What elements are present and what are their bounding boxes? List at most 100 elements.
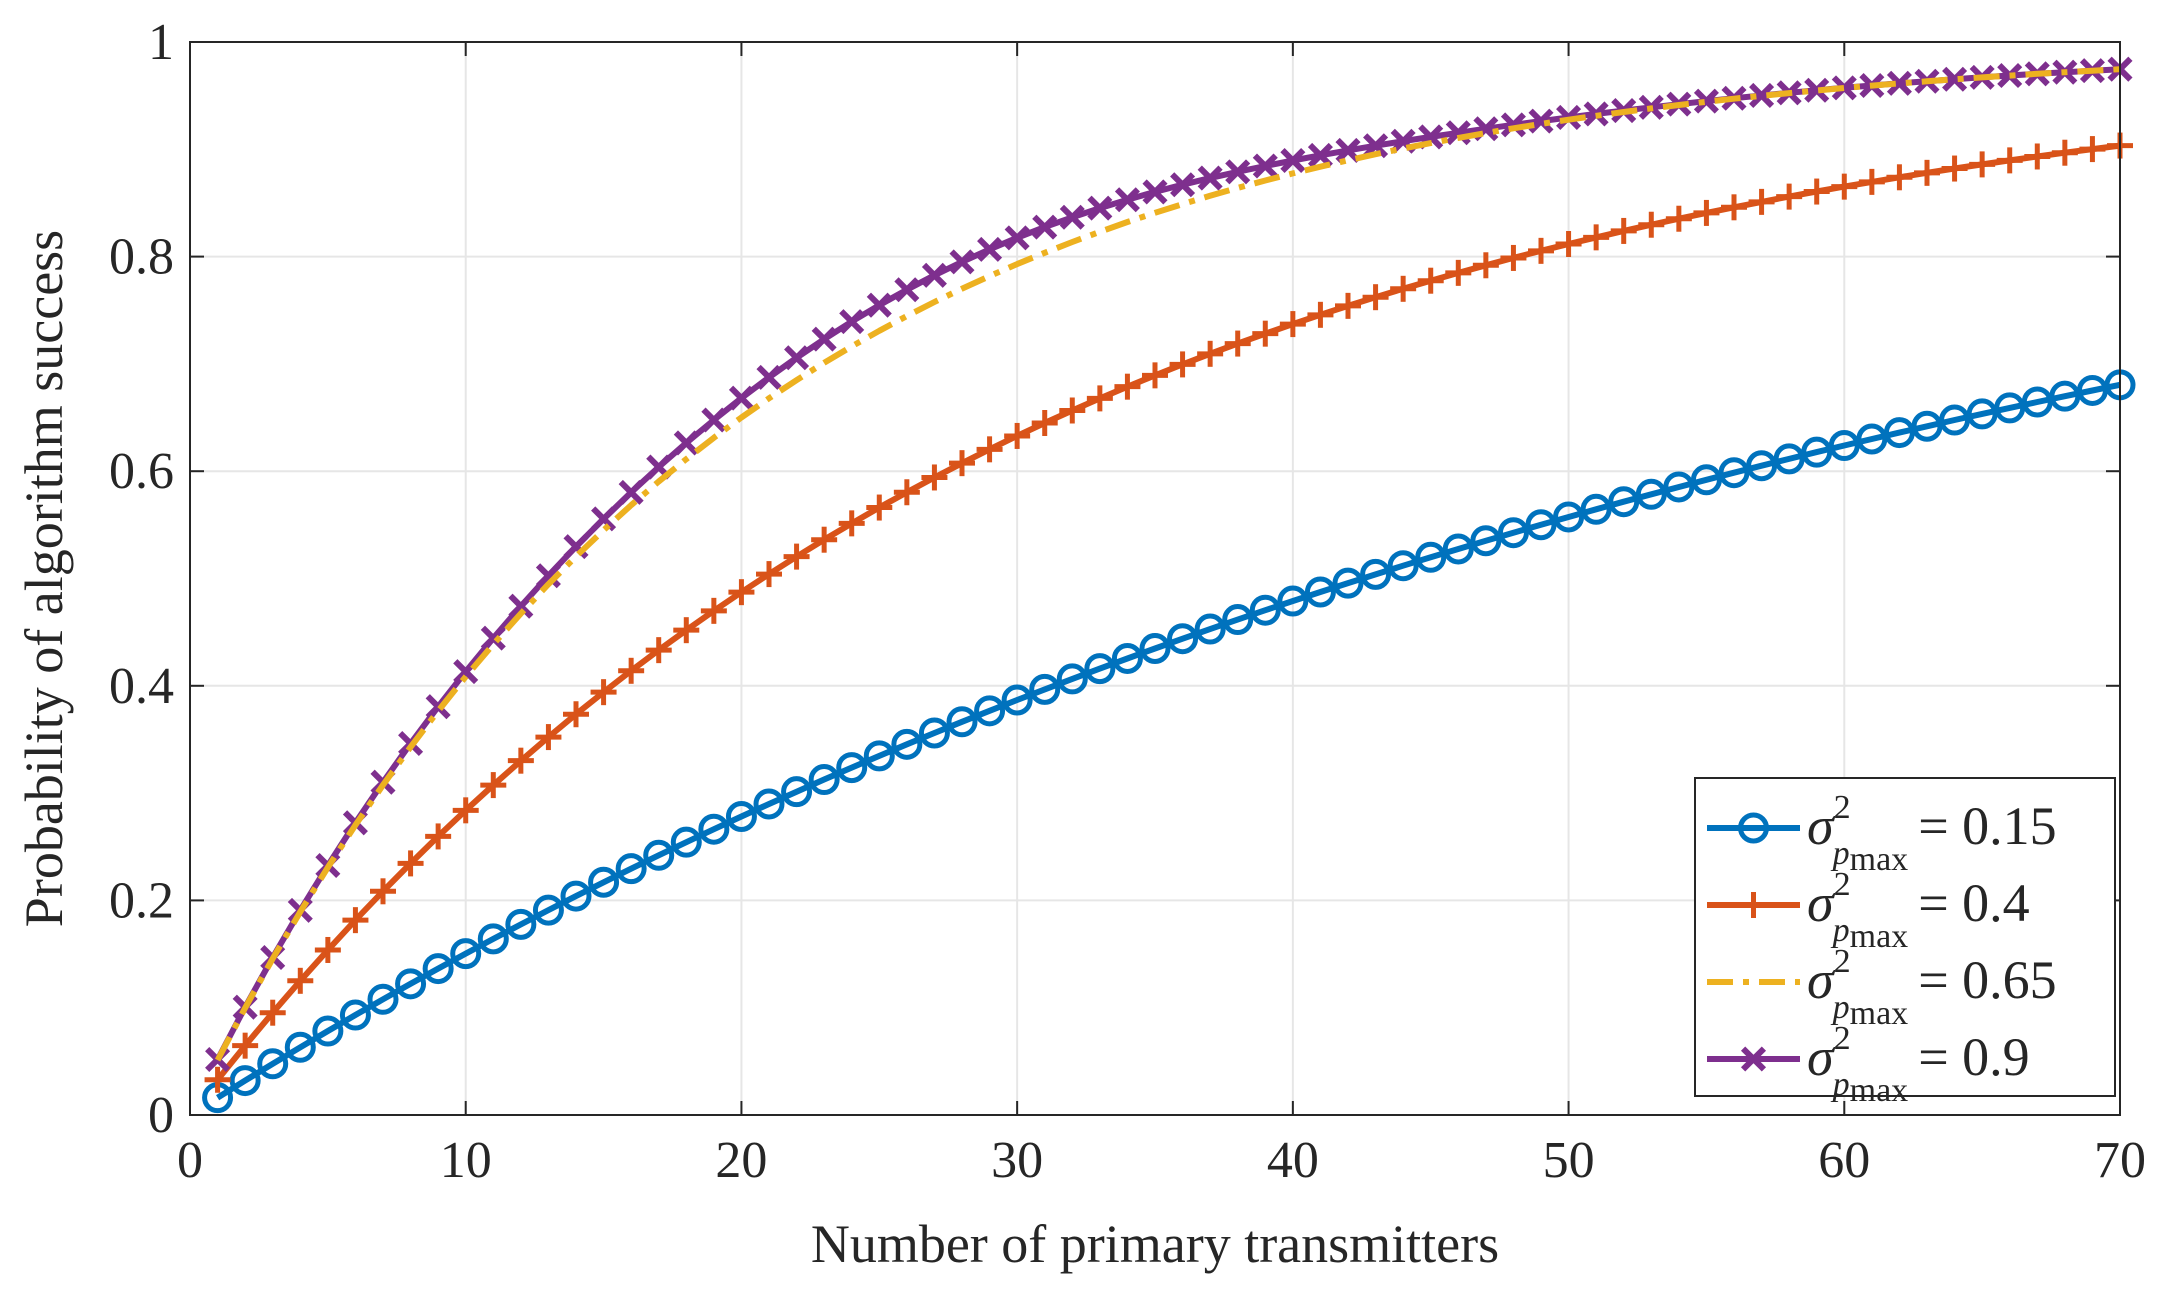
data-point-plus [811,526,838,553]
data-point-x [1197,165,1223,191]
data-point-plus [1307,301,1334,328]
data-point-circle [1883,417,1915,449]
data-point-x [756,364,782,390]
data-point-x [1740,1046,1767,1072]
data-point-circle [1911,410,1943,442]
data-point-circle [532,894,564,926]
data-point-x [591,506,617,532]
data-point-plus [673,617,700,644]
data-point-circle [615,853,647,885]
data-point-plus [2079,136,2106,163]
legend-entry: σ2 pmax= 0.15 [1707,789,2057,878]
data-point-x [1170,172,1196,198]
data-point-x [1114,187,1140,213]
data-point-plus [204,1066,231,1093]
data-point-x [949,249,975,275]
data-point-x [1004,225,1030,251]
data-point-plus [1500,244,1527,271]
axes-box [189,41,2121,1116]
data-point-x [1252,153,1278,179]
data-point-plus [1886,164,1913,191]
data-point-x [1693,88,1719,114]
legend-label: σ2 pmax= 0.15 [1807,789,2057,878]
data-point-circle [1773,443,1805,475]
data-point-circle [2021,386,2053,418]
data-point-plus [1197,340,1224,367]
data-point-circle [891,728,923,760]
data-point-plus [425,823,452,850]
data-point-circle [1222,604,1254,636]
data-point-plus [1086,385,1113,412]
y-tick-label: 0.6 [109,443,174,500]
data-point-circle [422,953,454,985]
data-point-plus [1142,362,1168,389]
data-point-plus [618,657,645,684]
data-point-circle [1801,436,1833,468]
x-tick-label: 50 [1543,1132,1595,1189]
data-point-plus [342,907,369,934]
data-point-circle [1442,533,1474,565]
data-point-x [1280,148,1306,174]
data-point-plus [535,724,562,751]
data-point-circle [1056,663,1088,695]
data-point-x [866,292,892,318]
data-point-circle [560,880,592,912]
data-point-circle [1690,464,1722,496]
data-point-x [673,430,699,456]
legend-entry: σ2 pmax= 0.9 [1707,1020,2030,1109]
data-point-circle [1415,541,1447,573]
data-point-x [1831,75,1857,101]
data-point-plus [1831,173,1858,200]
data-point-circle [1828,430,1860,462]
data-point-circle [1738,812,1769,844]
data-point-plus [2051,139,2078,166]
data-point-plus [1114,373,1141,400]
x-tick-label: 70 [2094,1132,2146,1189]
data-point-plus [2024,143,2051,170]
data-point-x [508,593,534,619]
data-point-circle [1470,525,1502,557]
y-tick-label: 0 [148,1087,174,1144]
data-point-plus [1693,199,1720,226]
data-point-x [728,385,754,411]
data-point-plus [866,494,893,521]
data-point-plus [1031,410,1058,437]
data-point-circle [1718,457,1750,489]
data-point-plus [452,797,479,824]
data-point-circle [1249,594,1281,626]
data-point-circle [863,740,895,772]
data-point-plus [1740,892,1767,918]
data-point-circle [284,1031,316,1063]
data-point-x [784,345,810,371]
data-point-plus [232,1032,259,1059]
legend-label: σ2 pmax= 0.65 [1807,943,2057,1032]
data-point-x [1142,179,1168,205]
data-point-x [839,309,865,335]
data-point-plus [1335,292,1361,319]
series-2 [204,132,2133,1093]
data-point-circle [1029,673,1061,705]
data-point-plus [1638,211,1665,238]
data-point-plus [314,936,341,963]
data-point-x [894,277,920,303]
data-point-plus [1279,311,1306,338]
data-point-plus [1252,320,1279,347]
data-point-plus [921,464,948,491]
data-point-plus [976,436,1003,463]
legend-label: σ2 pmax= 0.4 [1807,866,2030,955]
data-point-plus [1610,217,1637,244]
data-point-circle [229,1065,261,1097]
data-point-circle [725,800,757,832]
data-point-circle [505,908,537,940]
y-axis-label: Probability of algorithm success [14,230,74,927]
data-point-plus [1996,147,2023,174]
data-point-circle [1194,613,1226,645]
data-point-plus [563,701,589,728]
data-point-plus [1555,230,1582,257]
data-point-x [1032,214,1058,240]
data-point-circle [339,999,371,1031]
y-tick-label: 0.8 [109,229,174,286]
